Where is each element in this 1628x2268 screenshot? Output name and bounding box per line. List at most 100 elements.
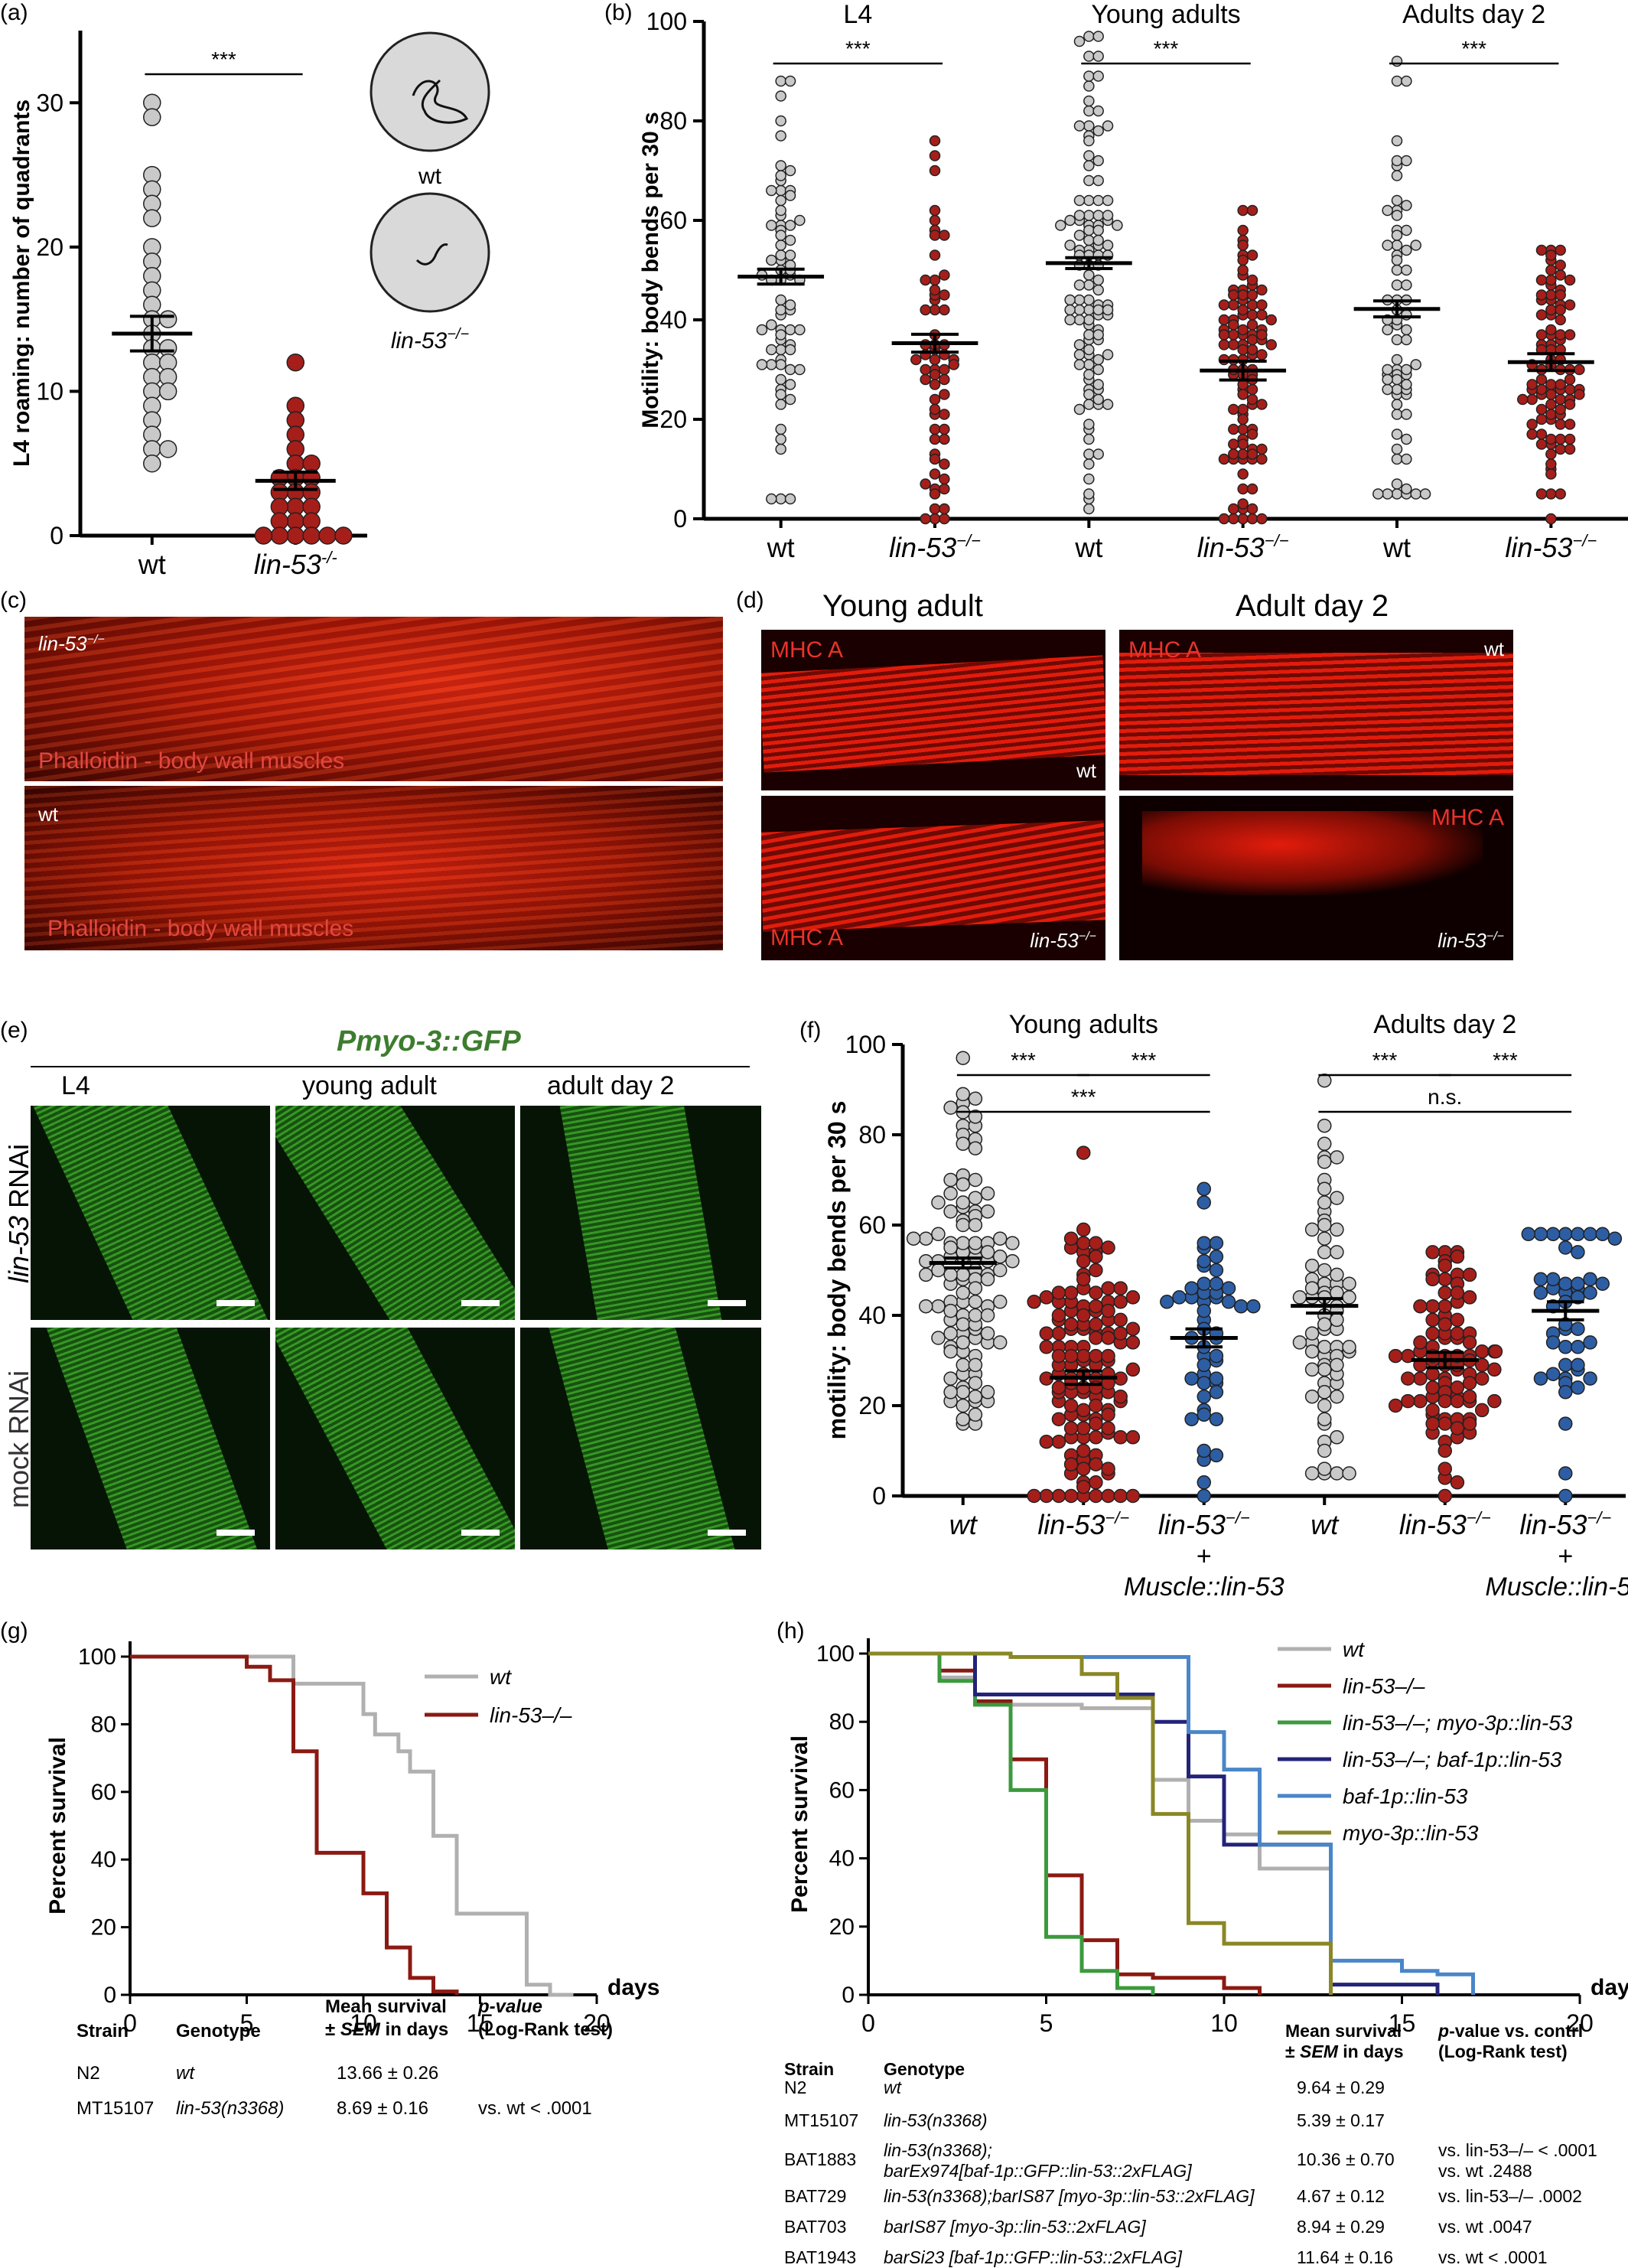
data-point bbox=[929, 488, 941, 500]
data-point bbox=[1083, 105, 1095, 117]
data-point bbox=[939, 513, 950, 525]
cell-genotype: lin-53(n3368) bbox=[884, 2110, 988, 2130]
data-point bbox=[1391, 443, 1403, 455]
data-point bbox=[1391, 429, 1403, 440]
data-point bbox=[1317, 1118, 1332, 1133]
data-point bbox=[1184, 1371, 1199, 1386]
data-point bbox=[1555, 269, 1566, 281]
data-point bbox=[1237, 498, 1249, 510]
data-point bbox=[1526, 419, 1538, 430]
data-point bbox=[980, 1186, 995, 1201]
mhc-image-young-wt: MHC A wt bbox=[761, 630, 1105, 790]
data-point bbox=[1317, 1362, 1332, 1377]
data-point bbox=[1462, 1267, 1477, 1282]
data-point bbox=[1555, 488, 1566, 500]
data-point bbox=[931, 1227, 946, 1242]
data-point bbox=[766, 344, 777, 356]
data-point bbox=[1005, 1236, 1020, 1250]
data-point bbox=[956, 1087, 970, 1102]
legend-label: baf-1p::lin-53 bbox=[1343, 1784, 1468, 1808]
data-point bbox=[939, 363, 950, 376]
data-point bbox=[1237, 468, 1249, 480]
data-point bbox=[1391, 279, 1403, 291]
data-point bbox=[1317, 1412, 1332, 1426]
cell-genotype: lin-53(n3368); bbox=[884, 2140, 992, 2160]
x-tick-label: wt bbox=[1074, 532, 1102, 563]
data-point bbox=[1102, 240, 1114, 251]
data-point bbox=[775, 433, 786, 445]
significance-label: *** bbox=[845, 37, 871, 60]
data-point bbox=[920, 513, 931, 525]
data-point bbox=[1317, 1245, 1332, 1259]
data-point bbox=[766, 184, 777, 197]
data-point bbox=[1083, 399, 1095, 410]
data-point bbox=[939, 373, 950, 386]
data-point bbox=[1462, 1376, 1477, 1390]
data-point bbox=[929, 433, 941, 445]
data-point bbox=[1535, 488, 1548, 500]
data-point bbox=[1113, 1295, 1128, 1309]
superscript: −/− bbox=[1467, 1508, 1491, 1527]
data-point bbox=[766, 319, 777, 331]
data-point bbox=[1083, 503, 1095, 515]
data-point bbox=[143, 108, 161, 126]
data-point bbox=[1555, 403, 1566, 415]
mhc-image-day2-mutant: MHC A lin-53−/− bbox=[1119, 796, 1513, 960]
data-point bbox=[1197, 1407, 1211, 1422]
data-point bbox=[1391, 478, 1403, 490]
data-point bbox=[1545, 249, 1557, 261]
superscript: −/− bbox=[1226, 1508, 1250, 1527]
y-tick-label: 60 bbox=[858, 1211, 886, 1239]
data-point bbox=[1083, 31, 1095, 42]
data-point bbox=[1246, 299, 1258, 311]
data-point bbox=[919, 1231, 933, 1246]
data-point bbox=[775, 304, 786, 316]
data-point bbox=[1092, 210, 1104, 221]
data-point bbox=[1304, 1258, 1320, 1273]
data-point bbox=[1391, 254, 1403, 266]
data-point bbox=[1564, 383, 1576, 396]
data-point bbox=[1256, 349, 1268, 360]
data-point bbox=[992, 1335, 1008, 1350]
group-label: Adults day 2 bbox=[1402, 0, 1545, 29]
data-point bbox=[1197, 1303, 1211, 1318]
data-point bbox=[1197, 1389, 1211, 1404]
gfp-image bbox=[31, 1328, 270, 1549]
data-point bbox=[968, 1110, 983, 1124]
data-point bbox=[1555, 393, 1566, 406]
data-point bbox=[1545, 1272, 1561, 1287]
data-point bbox=[1083, 389, 1095, 400]
data-point bbox=[1237, 324, 1249, 336]
data-point bbox=[1391, 55, 1403, 67]
data-point bbox=[1256, 329, 1268, 341]
data-point bbox=[1197, 1475, 1211, 1490]
data-point bbox=[1237, 289, 1249, 301]
data-point bbox=[939, 269, 950, 281]
data-point bbox=[1401, 453, 1412, 465]
data-point bbox=[1382, 204, 1393, 217]
significance-label: *** bbox=[1372, 1048, 1398, 1072]
data-point bbox=[1092, 70, 1104, 82]
data-point bbox=[1076, 1421, 1091, 1435]
data-point bbox=[1533, 1227, 1548, 1242]
data-point bbox=[1564, 373, 1576, 386]
data-point bbox=[939, 289, 950, 301]
legend-label: lin-53–/– bbox=[490, 1703, 572, 1727]
group-label: Young adults bbox=[1091, 0, 1240, 29]
data-point bbox=[1237, 344, 1249, 356]
x-tick-extra: + bbox=[1197, 1542, 1212, 1571]
data-point bbox=[1342, 1340, 1356, 1354]
data-point bbox=[1487, 1362, 1502, 1377]
significance-label: *** bbox=[1071, 1085, 1096, 1109]
x-tick-label: lin-53−/− bbox=[889, 531, 981, 563]
data-point bbox=[1438, 1272, 1452, 1287]
data-point bbox=[1063, 1398, 1079, 1413]
legend-label: myo-3p::lin-53 bbox=[1343, 1821, 1479, 1845]
data-point bbox=[1450, 1393, 1465, 1409]
data-point bbox=[980, 1204, 995, 1219]
header-pvalue: p-value bbox=[478, 1996, 543, 2017]
data-point bbox=[1401, 224, 1412, 236]
data-point bbox=[1063, 1421, 1079, 1435]
significance-label: n.s. bbox=[1428, 1085, 1462, 1109]
data-point bbox=[1218, 339, 1230, 350]
